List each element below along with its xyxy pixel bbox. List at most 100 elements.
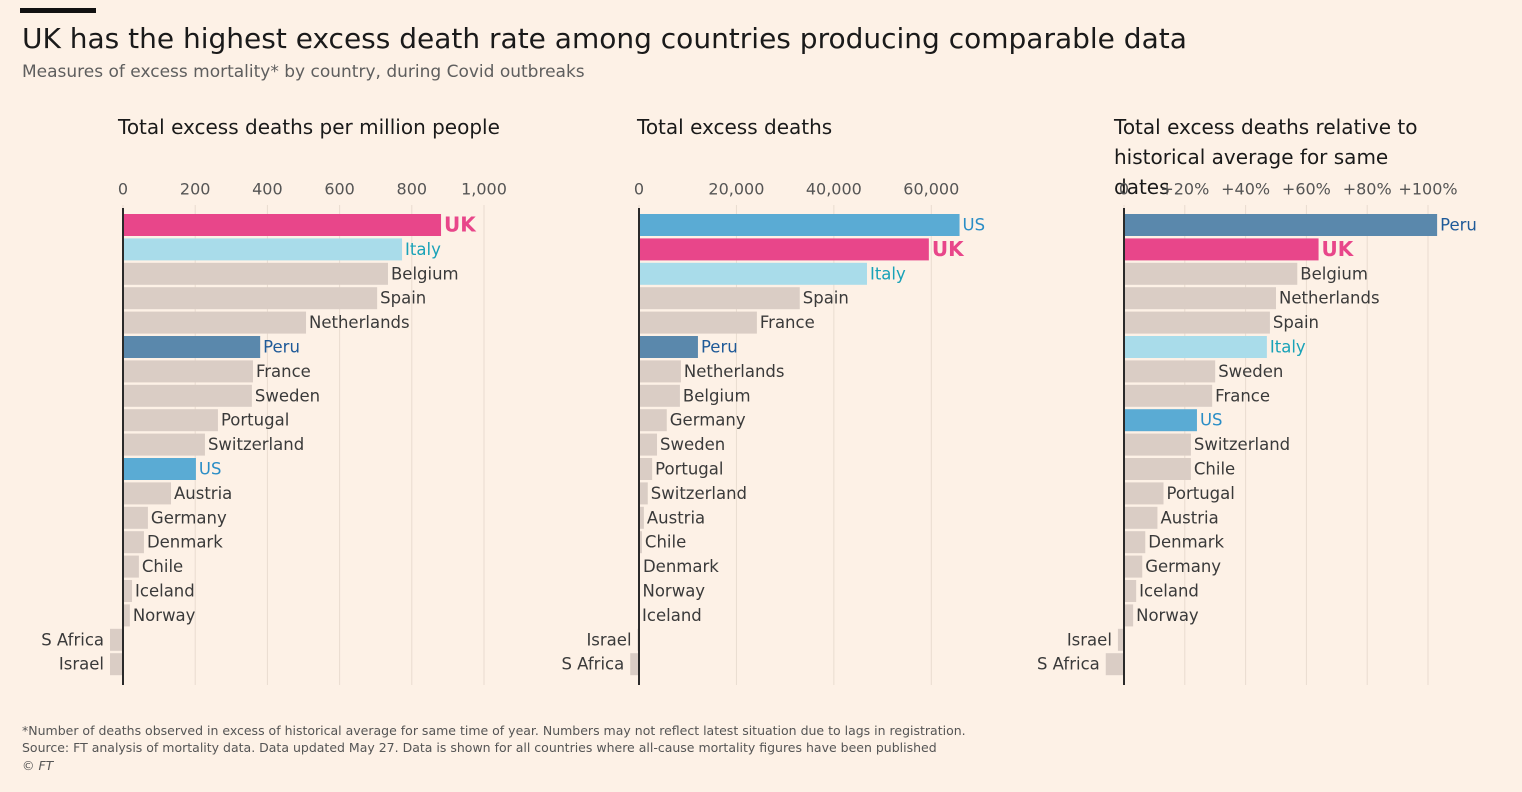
bar [1124,287,1276,310]
chart: 0 200 400 600 800 1,000UKItalyBelgiumSpainNet… [41,180,1477,685]
bar-label: Spain [380,289,426,308]
bar-label: Spain [803,289,849,308]
bar [639,384,680,407]
x-tick-label: 0 [118,180,128,199]
bar [639,360,681,383]
bar-label: Netherlands [1279,289,1380,308]
panel-title: Total excess deaths per million people [118,115,500,139]
bar [1124,384,1213,407]
x-tick-label: 800 [397,180,428,199]
bar [1124,336,1267,358]
bar-label: Switzerland [208,435,304,454]
bar [639,214,960,236]
bar-label: Iceland [1139,582,1199,601]
bar [639,409,667,432]
subtitle: Measures of excess mortality* by country… [22,62,585,82]
bar [639,311,757,334]
bar-label: Portugal [221,411,289,430]
bar-label: Denmark [147,533,223,552]
bar-label: Peru [701,338,738,357]
bar-label: Belgium [1300,264,1368,283]
credit: © FT [22,758,54,773]
bar-label: Italy [870,264,906,283]
x-tick-label: +80% [1343,180,1392,199]
bar [1124,433,1191,456]
bar-label: Switzerland [1194,435,1290,454]
bar-label: Italy [405,240,441,259]
x-tick-label: +100% [1398,180,1457,199]
bar [1124,555,1143,578]
bar-label: Germany [151,508,227,527]
bar [123,482,172,505]
bar-label: S Africa [41,630,104,649]
bar [1124,580,1137,602]
x-tick-label: 1,000 [461,180,507,199]
bar-label: Chile [1194,460,1235,479]
bar-label: Netherlands [684,362,785,381]
bar [123,287,378,310]
bar [1124,238,1319,261]
x-tick-label: 0 [1119,180,1129,199]
bar-label: Israel [59,655,104,674]
bar [123,555,139,578]
bar-label: Sweden [255,386,320,405]
bar-label: US [199,460,222,479]
bar [639,506,644,529]
bar [123,433,205,456]
bar [123,531,144,554]
bar-label: Spain [1273,313,1319,332]
bar-label: Israel [1067,630,1112,649]
bar-label: Norway [642,582,705,601]
bar-label: Austria [647,508,705,527]
bar-label: Austria [1160,508,1218,527]
bar [1124,262,1298,285]
bar-label: France [760,313,815,332]
top-rule [20,8,96,13]
bar [110,628,123,651]
bar-label: UK [444,213,477,237]
x-tick-label: 40,000 [806,180,862,199]
bar [123,604,130,627]
bar-label: Chile [142,557,183,576]
panel-title: Total excess deaths [637,115,833,139]
bar [1105,653,1124,676]
bar-label: Peru [263,338,300,357]
bar-label: US [963,216,986,235]
bar-label: UK [932,237,965,261]
bar [123,384,252,407]
bar [123,458,196,480]
bar-label: France [256,362,311,381]
bar [1124,311,1270,334]
bar [639,458,653,480]
bar-label: Iceland [135,582,195,601]
bar-label: Belgium [683,386,751,405]
bar-label: Israel [586,630,631,649]
bar [1124,531,1146,554]
x-tick-label: +20% [1160,180,1209,199]
x-tick-label: 20,000 [708,180,764,199]
bar-label: Germany [670,411,746,430]
bar-label: Iceland [642,606,702,625]
bar [123,311,307,334]
bar-label: Chile [645,533,686,552]
bar [1124,604,1134,627]
bar-label: Portugal [655,460,723,479]
bar-label: Belgium [391,264,459,283]
bar-label: S Africa [1037,655,1100,674]
bar [1124,506,1158,529]
x-tick-label: +40% [1221,180,1270,199]
bar [639,482,648,505]
bar [123,238,403,261]
bar [123,336,261,358]
bar-label: Netherlands [309,313,410,332]
bar [639,531,642,554]
bar [123,580,133,602]
bar-label: Italy [1270,338,1306,357]
bar-label: S Africa [561,655,624,674]
bar-label: Denmark [1148,533,1224,552]
x-tick-label: 600 [324,180,355,199]
bar-label: Norway [1136,606,1199,625]
bar [1124,214,1438,236]
bar [1124,360,1216,383]
